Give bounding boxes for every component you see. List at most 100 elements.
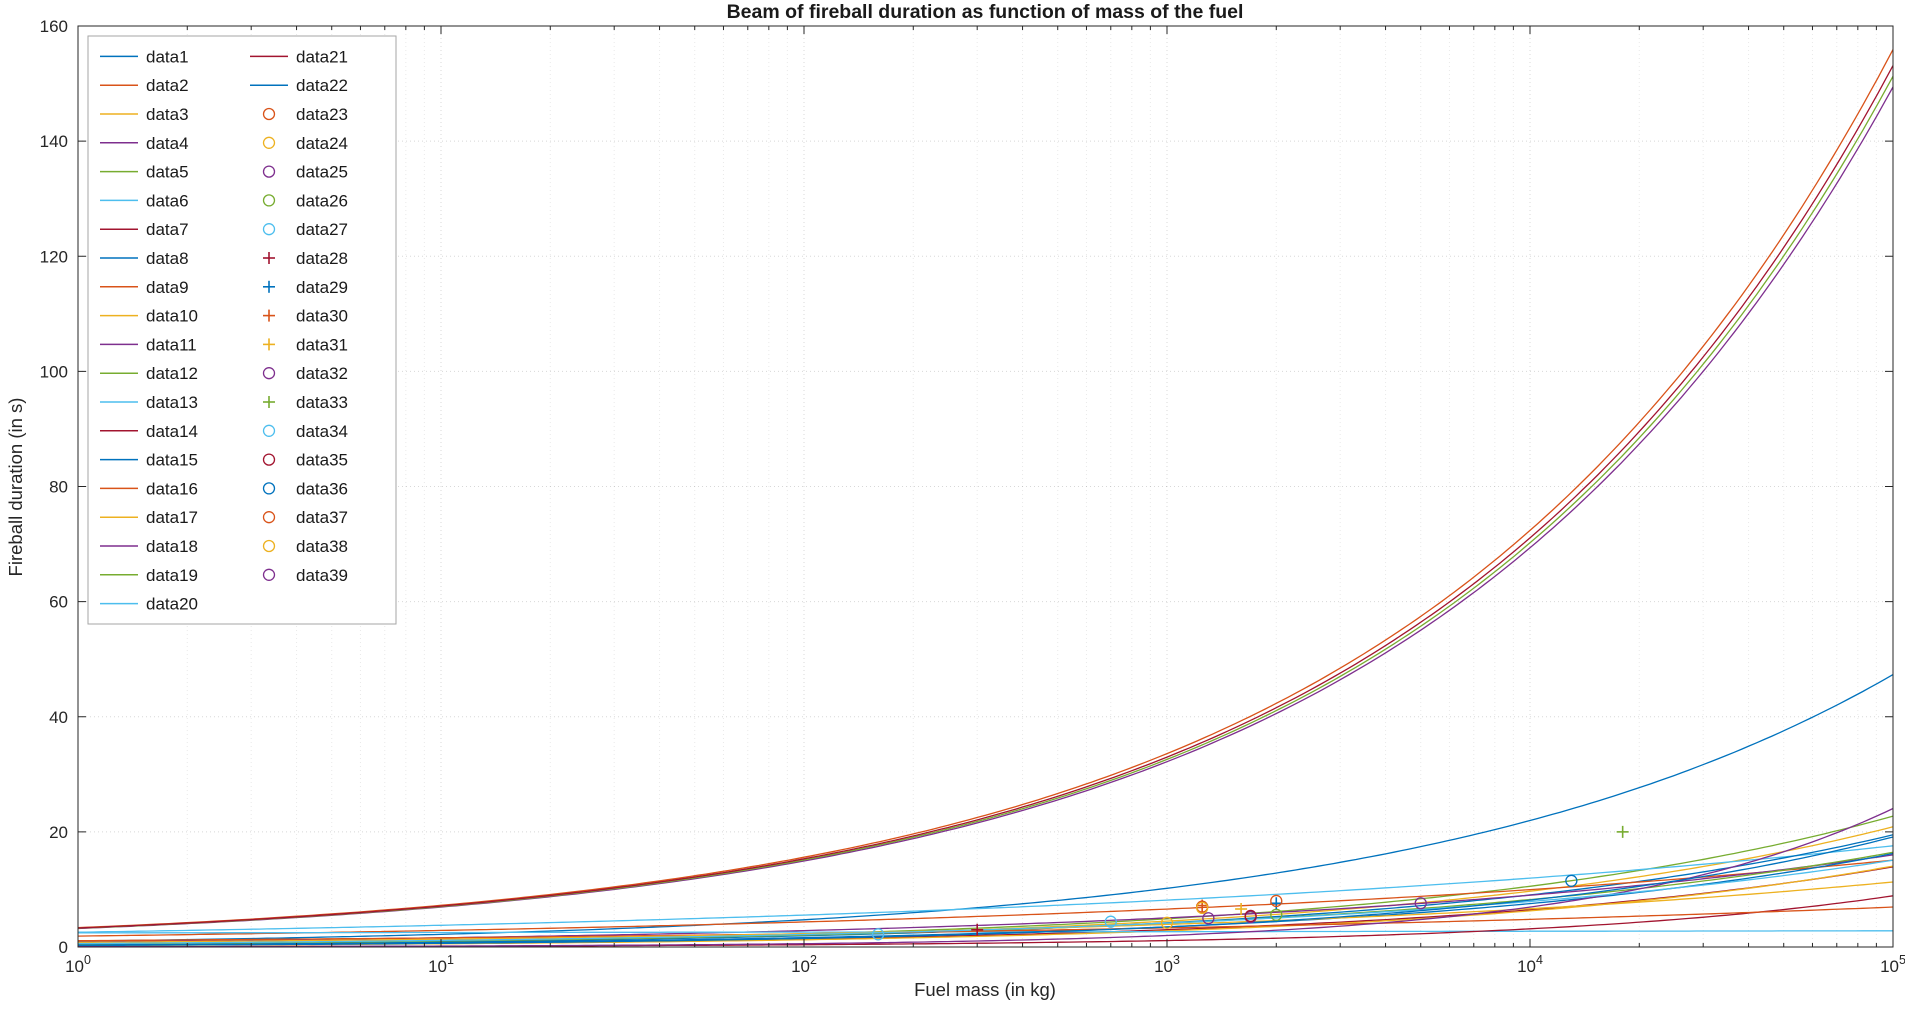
legend-item-data24: data24 xyxy=(262,134,348,153)
legend-label: data8 xyxy=(146,249,189,268)
x-tick-label: 103 xyxy=(1154,953,1180,976)
legend-label: data36 xyxy=(296,479,348,498)
legend-label: data9 xyxy=(146,278,189,297)
legend-item-data16: data16 xyxy=(100,479,198,498)
series-data22 xyxy=(78,836,1894,947)
legend-label: data29 xyxy=(296,278,348,297)
chart-title: Beam of fireball duration as function of… xyxy=(727,1,1244,23)
legend-label: data33 xyxy=(296,393,348,412)
series-data34 xyxy=(1104,915,1117,928)
marker-circle xyxy=(1160,916,1174,929)
x-tick-label: 100 xyxy=(65,953,91,976)
series-data37 xyxy=(1270,894,1283,908)
legend-label: data26 xyxy=(296,191,348,210)
y-tick-label: 60 xyxy=(49,593,68,612)
x-tick-label: 101 xyxy=(428,953,454,976)
legend-label: data19 xyxy=(146,566,198,585)
legend-label: data38 xyxy=(296,537,348,556)
legend-item-data20: data20 xyxy=(100,595,198,614)
series-data33 xyxy=(1616,825,1629,838)
marker-circle xyxy=(1270,908,1283,921)
legend-label: data23 xyxy=(296,105,348,124)
y-tick-label: 0 xyxy=(59,938,68,957)
legend-item-data8: data8 xyxy=(100,249,189,268)
legend-label: data16 xyxy=(146,479,198,498)
legend-item-data21: data21 xyxy=(250,47,348,66)
legend-label: data30 xyxy=(296,307,348,326)
legend-item-data23: data23 xyxy=(262,105,348,124)
marker-circle xyxy=(1104,915,1117,928)
legend-item-data38: data38 xyxy=(262,537,348,556)
legend-label: data39 xyxy=(296,566,348,585)
legend-label: data27 xyxy=(296,220,348,239)
legend-item-data10: data10 xyxy=(100,307,198,326)
legend-label: data10 xyxy=(146,307,198,326)
legend-label: data21 xyxy=(296,47,348,66)
series-data30 xyxy=(1196,899,1209,912)
legend-item-data13: data13 xyxy=(100,393,198,412)
legend-label: data17 xyxy=(146,508,198,527)
legend-label: data5 xyxy=(146,163,189,182)
legend-label: data3 xyxy=(146,105,189,124)
series-data9 xyxy=(77,859,1894,937)
legend-item-data37: data37 xyxy=(262,508,348,527)
legend-item-data1: data1 xyxy=(100,47,189,66)
y-tick-label: 160 xyxy=(40,17,68,36)
series-data39 xyxy=(1414,897,1427,910)
marker-circle xyxy=(1270,894,1283,908)
axes xyxy=(77,25,1894,948)
legend-label: data31 xyxy=(296,335,348,354)
legend-item-data2: data2 xyxy=(100,76,189,95)
legend-item-data32: data32 xyxy=(262,364,348,383)
legend-label: data34 xyxy=(296,422,348,441)
marker-circle xyxy=(1565,874,1578,887)
legend-item-data9: data9 xyxy=(100,278,189,297)
legend-label: data28 xyxy=(296,249,348,268)
y-tick-label: 100 xyxy=(40,362,68,381)
legend-label: data20 xyxy=(146,595,198,614)
series-data2 xyxy=(77,49,1894,929)
legend-item-data33: data33 xyxy=(263,393,348,412)
legend-item-data15: data15 xyxy=(100,451,198,470)
series-data1 xyxy=(77,674,1894,942)
y-tick-label: 20 xyxy=(49,823,68,842)
legend-item-data30: data30 xyxy=(263,307,348,326)
legend-item-data14: data14 xyxy=(100,422,198,441)
legend-label: data18 xyxy=(146,537,198,556)
series-data26 xyxy=(1270,908,1283,921)
series-data38 xyxy=(1196,901,1209,915)
legend-item-data11: data11 xyxy=(100,335,197,354)
series-data25 xyxy=(1202,912,1215,925)
data-series xyxy=(77,49,1894,948)
series-data20 xyxy=(78,859,1894,945)
legend-label: data37 xyxy=(296,508,348,527)
legend-item-data22: data22 xyxy=(250,76,348,95)
y-axis-label: Fireball duration (in s) xyxy=(5,398,26,577)
legend-label: data11 xyxy=(146,335,197,354)
series-data6 xyxy=(77,845,1894,933)
legend-label: data24 xyxy=(296,134,348,153)
marker-circle xyxy=(1202,912,1215,925)
series-data24 xyxy=(1160,916,1174,929)
legend-item-data18: data18 xyxy=(100,537,198,556)
series-data36 xyxy=(1565,874,1578,887)
series-data13 xyxy=(78,930,1893,934)
legend-label: data32 xyxy=(296,364,348,383)
legend-item-data36: data36 xyxy=(262,479,348,498)
marker-circle xyxy=(1196,901,1209,915)
legend-item-data31: data31 xyxy=(263,335,348,354)
legend-item-data27: data27 xyxy=(262,220,348,239)
legend-label: data35 xyxy=(296,451,348,470)
y-tick-label: 80 xyxy=(49,478,68,497)
y-tick-label: 120 xyxy=(40,247,68,266)
legend-item-data5: data5 xyxy=(100,163,189,182)
legend-label: data6 xyxy=(146,191,189,210)
series-data16 xyxy=(77,906,1894,942)
legend-item-data28: data28 xyxy=(263,249,348,268)
legend-item-data3: data3 xyxy=(100,105,189,124)
legend-item-data7: data7 xyxy=(100,220,189,239)
legend: data1 data2 data3 data4 data5 data6 data7 data8… xyxy=(87,35,397,625)
series-data21 xyxy=(77,65,1894,929)
